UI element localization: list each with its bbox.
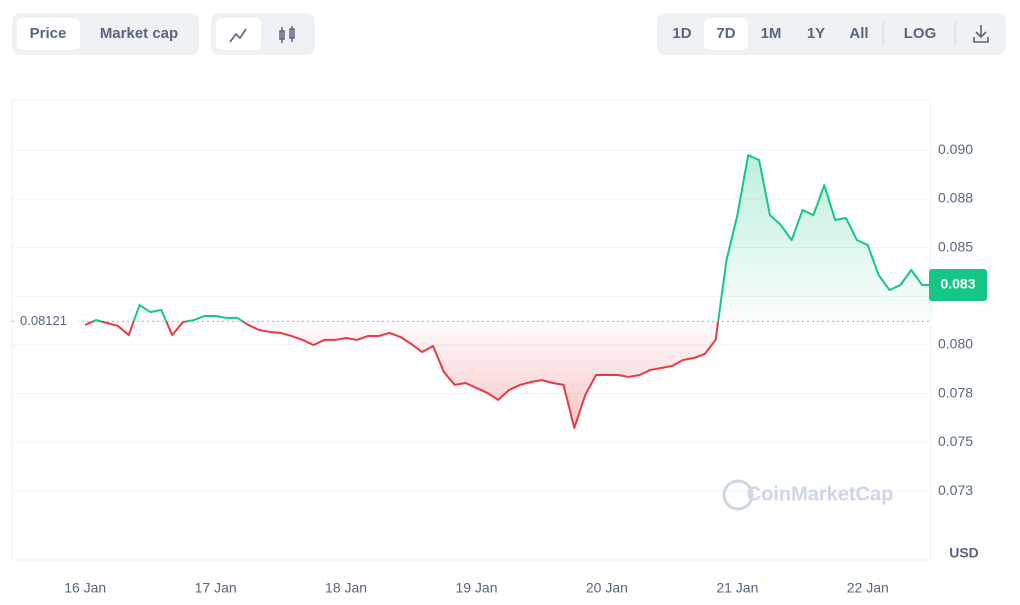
range-active[interactable] <box>704 18 748 50</box>
market-cap-button[interactable]: Market cap <box>100 25 178 42</box>
y-tick-label: 0.085 <box>938 238 973 254</box>
candle-icon[interactable] <box>279 26 295 43</box>
reference-label: 0.08121 <box>20 313 67 328</box>
range-button[interactable]: All <box>849 25 868 42</box>
reference-label-bg <box>16 312 78 331</box>
price-line <box>84 154 933 429</box>
log-button[interactable]: LOG <box>904 25 937 42</box>
current-price-box <box>929 269 987 302</box>
download-icon[interactable] <box>973 25 989 43</box>
range-button[interactable]: 7D <box>716 25 735 42</box>
line-icon <box>229 28 247 43</box>
x-tick-label: 19 Jan <box>455 580 497 596</box>
toggle-active[interactable] <box>17 18 80 50</box>
y-tick-label: 0.080 <box>938 336 973 352</box>
plot-frame <box>11 99 931 561</box>
range-button[interactable]: 1M <box>761 25 782 42</box>
x-tick-label: 16 Jan <box>64 580 106 596</box>
x-tick-label: 22 Jan <box>847 580 889 596</box>
current-price-label: 0.083 <box>940 276 975 292</box>
watermark: CoinMarketCap <box>747 483 894 505</box>
x-tick-label: 21 Jan <box>716 580 758 596</box>
currency-label: USD <box>949 545 979 561</box>
x-tick-label: 18 Jan <box>325 580 367 596</box>
y-tick-label: 0.073 <box>938 482 973 498</box>
range-button[interactable]: 1Y <box>807 25 825 42</box>
line-chart-button[interactable] <box>216 18 261 50</box>
y-tick-label: 0.078 <box>938 384 973 400</box>
range-button[interactable]: 1D <box>672 25 691 42</box>
y-tick-label: 0.075 <box>938 433 973 449</box>
y-tick-label: 0.088 <box>938 190 973 206</box>
x-tick-label: 17 Jan <box>195 580 237 596</box>
price-button[interactable]: Price <box>30 25 67 42</box>
y-tick-label: 0.090 <box>938 141 973 157</box>
price-area <box>85 155 933 428</box>
watermark-logo <box>722 479 754 511</box>
x-tick-label: 20 Jan <box>586 580 628 596</box>
